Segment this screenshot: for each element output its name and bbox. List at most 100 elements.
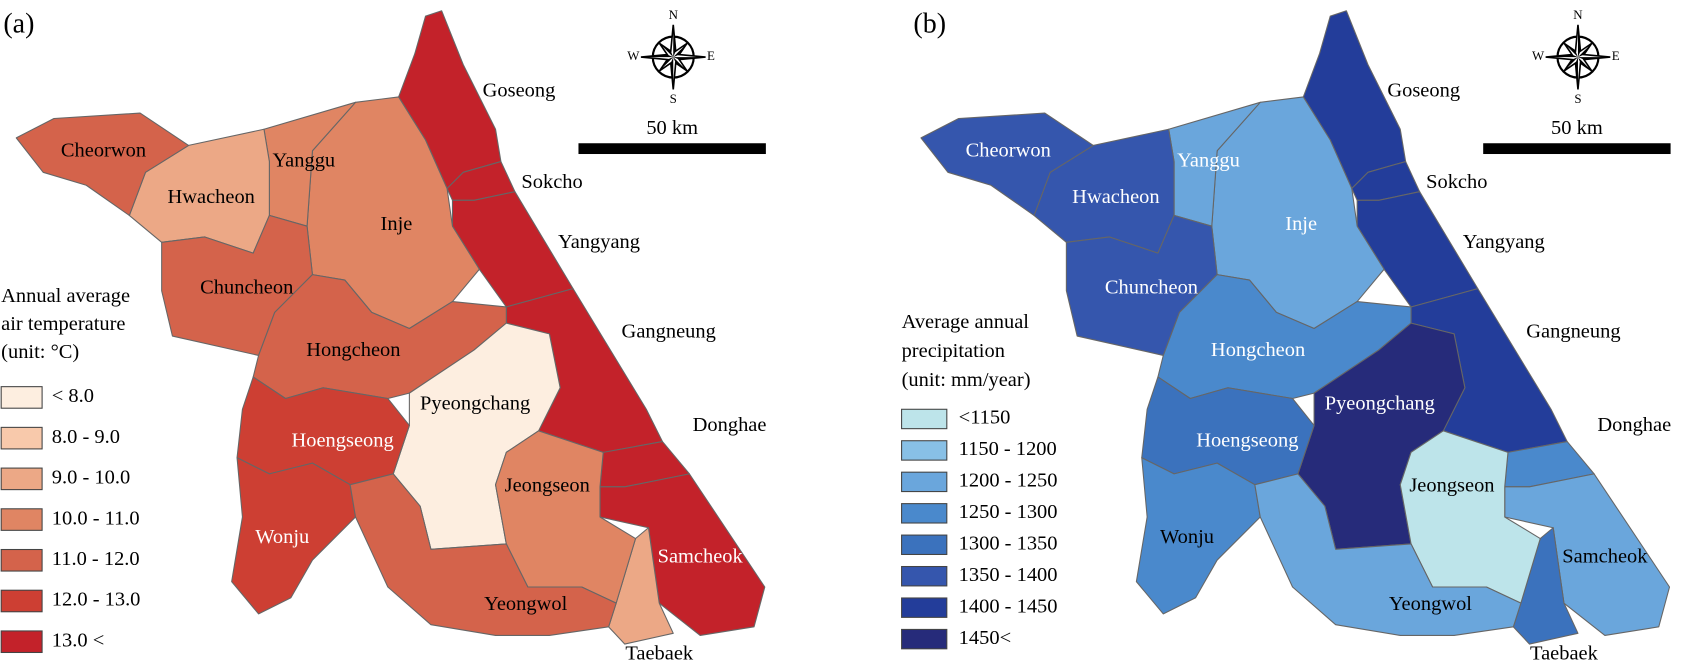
compass-point [1575,57,1578,90]
compass-point [659,43,674,58]
legend-label: 1250 - 1300 [959,501,1058,523]
map-panel: Goseong Sokcho Yangyang Gangneung Donghae Sam… [901,7,1671,665]
legend-title: (unit: mm/year) [902,369,1031,391]
region-label: Hongcheon [1211,339,1305,361]
compass-point [659,57,674,71]
region-label: Cheorwon [61,140,146,162]
legend-swatch [0,386,43,409]
legend-swatch [0,508,43,531]
legend-title: Annual average [1,285,130,307]
compass-point [1577,57,1611,60]
region-label: Jeongseon [1409,475,1494,497]
region-label: Jeongseon [505,475,590,497]
compass-n: N [669,7,679,22]
region [349,473,617,636]
region-label: Yangyang [558,231,640,253]
legend-swatch [0,426,43,450]
legend-label: 1450< [959,627,1011,649]
legend-label: 1400 - 1450 [959,595,1058,617]
compass-w: W [627,48,640,63]
region-label: Yanggu [1177,149,1240,171]
region-label: Yanggu [272,149,335,171]
legend-label: 12.0 - 13.0 [52,589,141,611]
compass-point [1577,24,1581,58]
legend-swatch [0,467,43,491]
compass-point [1564,43,1578,58]
region-label: Cheorwon [966,140,1051,162]
panel-label: (b) [913,8,946,39]
legend-swatch [901,471,948,493]
region-label: Hongcheon [306,339,400,361]
legend-title: (unit: °C) [1,341,79,363]
region-label: Wonju [255,526,309,548]
region-label: Yeongwol [484,593,567,615]
legend-swatch [0,548,43,572]
region-label: Sokcho [1426,171,1487,193]
compass-n: N [1573,7,1583,22]
region [451,191,574,308]
legend-swatch [901,628,948,650]
legend-title: precipitation [902,340,1005,362]
legend-swatch [901,597,948,618]
region-label: Hwacheon [1072,186,1159,208]
legend-swatch [901,534,948,556]
compass-point [673,24,676,58]
region-label: Hwacheon [167,186,254,208]
region-label: Chuncheon [1105,276,1198,298]
region-label: Donghae [693,414,767,436]
region-label: Gangneung [1526,321,1620,343]
legend-title: Average annual [902,311,1030,333]
region [1254,473,1522,636]
region-label: Chuncheon [200,276,293,298]
legend-swatch [901,565,948,587]
region-label: Inje [1285,213,1317,235]
region [15,112,190,216]
scale-label: 50 km [646,117,698,139]
legend-title: air temperature [1,313,125,335]
panel-label: (a) [3,8,34,39]
legend-swatch [0,589,43,613]
region-label: Inje [381,213,413,235]
compass-e: E [1612,48,1620,63]
legend-swatch [901,440,948,461]
region-label: Taebaek [625,643,694,665]
legend-swatch [901,408,948,430]
compass-s: S [670,91,677,106]
map: Goseong Sokcho Yangyang Gangneung Donghae Sam… [15,10,767,665]
legend-label: < 8.0 [52,385,94,407]
region-label: Pyeongchang [420,393,530,415]
legend-label: <1150 [959,407,1011,429]
legend-label: 1350 - 1400 [959,564,1058,586]
region-label: Samcheok [1562,546,1648,568]
compass-point [673,57,706,60]
region [920,112,1094,216]
map: Goseong Sokcho Yangyang Gangneung Donghae Sam… [920,10,1671,665]
region-label: Samcheok [658,546,744,568]
region-label: Goseong [483,79,556,101]
region-label: Yeongwol [1389,593,1472,615]
region-label: Sokcho [521,171,582,193]
map-panel: Goseong Sokcho Yangyang Gangneung Donghae Sam… [0,7,767,665]
legend-label: 8.0 - 9.0 [52,426,120,448]
compass: N S E W 50 km [578,7,766,155]
region-label: Hoengseong [291,429,393,451]
region [231,457,357,615]
region-label: Goseong [1387,79,1460,101]
compass-w: W [1532,48,1545,63]
scale-bar [1483,143,1671,155]
region-label: Yangyang [1463,231,1545,253]
legend-swatch [0,630,43,654]
compass-point [1545,54,1578,58]
compass-e: E [707,48,715,63]
compass-s: S [1574,91,1581,106]
scale-bar [578,143,766,155]
region-label: Taebaek [1530,643,1599,665]
compass: N S E W 50 km [1483,7,1671,155]
region-label: Gangneung [622,321,716,343]
region-label: Donghae [1597,414,1671,436]
legend-label: 1150 - 1200 [959,438,1057,460]
legend-label: 13.0 < [52,629,104,651]
scale-label: 50 km [1551,117,1603,139]
